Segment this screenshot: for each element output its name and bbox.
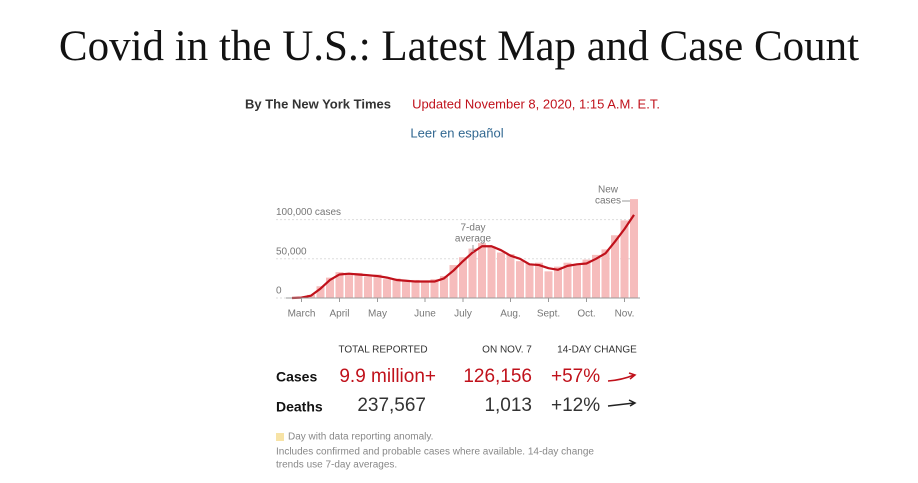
note: Includes confirmed and probable cases wh… <box>276 447 594 458</box>
bar <box>535 262 543 298</box>
bar <box>620 220 629 298</box>
column-header: 14-DAY CHANGE <box>557 345 637 356</box>
x-tick-label: Nov. <box>615 309 635 320</box>
cell: +57% <box>551 366 600 387</box>
x-tick-label: Aug. <box>500 309 521 320</box>
x-tick-label: Oct. <box>577 309 595 320</box>
x-tick-label: April <box>329 309 349 320</box>
cell: 126,156 <box>463 366 532 387</box>
bar <box>516 261 524 298</box>
bar <box>611 235 619 298</box>
bar <box>354 272 363 298</box>
bar <box>364 276 372 298</box>
bar <box>373 274 382 298</box>
bar <box>563 262 572 298</box>
column-header: ON NOV. 7 <box>482 345 532 356</box>
bar <box>335 272 344 298</box>
language-link[interactable]: Leer en español <box>410 125 503 140</box>
anomaly-swatch <box>276 433 284 441</box>
bar <box>497 252 505 298</box>
cell: +12% <box>551 395 600 416</box>
x-tick-label: Sept. <box>537 309 560 320</box>
note: trends use 7-day averages. <box>276 460 397 471</box>
y-tick-label: 50,000 <box>276 246 307 257</box>
annotation: New <box>598 185 619 196</box>
row-label: Cases <box>276 369 317 385</box>
bar <box>421 282 429 298</box>
bar <box>630 199 638 298</box>
updated: Updated November 8, 2020, 1:15 A.M. E.T. <box>412 96 660 111</box>
x-tick-label: June <box>414 309 436 320</box>
bar <box>430 279 439 298</box>
y-tick-label: 0 <box>276 286 282 297</box>
bar <box>383 279 391 298</box>
headline: Covid in the U.S.: Latest Map and Case C… <box>59 23 859 70</box>
bar <box>440 276 448 298</box>
bar <box>392 278 401 298</box>
x-tick-label: March <box>288 309 316 320</box>
bar <box>554 266 562 298</box>
bar <box>316 286 325 298</box>
bar <box>544 271 553 298</box>
bar <box>449 265 458 298</box>
bar <box>478 243 486 298</box>
bar <box>326 277 334 298</box>
x-tick-label: July <box>454 309 472 320</box>
note: Day with data reporting anomaly. <box>288 432 433 443</box>
byline: By The New York Times <box>245 96 391 111</box>
column-header: TOTAL REPORTED <box>338 345 427 356</box>
annotation: cases <box>595 196 621 207</box>
y-tick-label: 100,000 cases <box>276 207 341 218</box>
bar <box>459 257 467 298</box>
annotation: average <box>455 234 492 245</box>
bar <box>506 254 515 298</box>
bar <box>402 281 410 298</box>
bar <box>487 246 496 298</box>
cell: 9.9 million+ <box>339 366 436 387</box>
cell: 237,567 <box>357 395 426 416</box>
x-tick-label: May <box>368 309 387 320</box>
bar <box>525 263 534 298</box>
bar <box>582 259 591 298</box>
annotation: 7-day <box>460 223 485 234</box>
row-label: Deaths <box>276 399 323 415</box>
bar <box>592 254 600 298</box>
cell: 1,013 <box>484 395 532 416</box>
trend-arrow <box>607 372 637 382</box>
trend-arrow <box>607 399 637 407</box>
bar <box>601 249 610 298</box>
bar <box>573 265 581 298</box>
bar <box>468 248 477 298</box>
bar <box>411 279 420 298</box>
average-line <box>291 214 635 300</box>
bar <box>345 274 353 298</box>
